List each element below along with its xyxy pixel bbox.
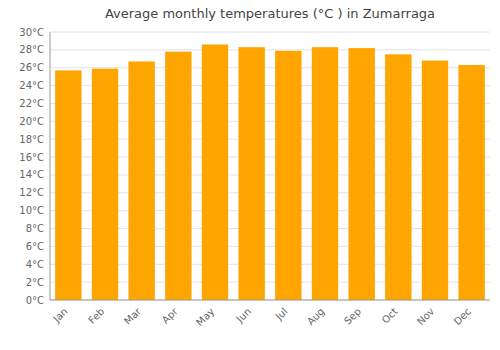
page: {"chart_data": {"type": "bar", "title": … bbox=[0, 0, 500, 350]
bar bbox=[202, 45, 228, 300]
y-axis-line bbox=[50, 32, 51, 300]
y-tick-label: 14°C bbox=[19, 169, 44, 180]
y-axis: 0°C 2°C 4°C 6°C 8°C 10°C 12°C 14°C 16°C 18°C 20°C 2… bbox=[19, 27, 490, 306]
bar bbox=[422, 61, 448, 300]
bar bbox=[458, 65, 484, 300]
grid-line bbox=[50, 32, 490, 33]
x-tick-label: Feb bbox=[86, 306, 106, 326]
x-tick-label: Apr bbox=[160, 305, 181, 326]
y-tick-label: 28°C bbox=[19, 44, 44, 55]
y-tick-label: 20°C bbox=[19, 116, 44, 127]
y-tick-label: 10°C bbox=[19, 205, 44, 216]
bar bbox=[165, 52, 191, 300]
x-tick-label: Dec bbox=[452, 306, 473, 327]
x-tick-label: Jun bbox=[234, 306, 254, 326]
y-tick-label: 30°C bbox=[19, 27, 44, 38]
x-axis-line bbox=[50, 300, 490, 301]
x-tick-label: Jan bbox=[50, 306, 69, 325]
x-tick-label: Mar bbox=[122, 305, 144, 327]
bars bbox=[55, 45, 485, 300]
bar bbox=[275, 51, 301, 300]
x-tick-label: Aug bbox=[305, 306, 327, 328]
chart: Average monthly temperatures (°C ) in Zu… bbox=[0, 0, 500, 350]
y-tick-label: 22°C bbox=[19, 98, 44, 109]
bar bbox=[312, 47, 338, 300]
y-tick-label: 0°C bbox=[26, 295, 44, 306]
x-tick-label: May bbox=[194, 306, 216, 328]
bar bbox=[238, 47, 264, 300]
y-tick-label: 2°C bbox=[26, 277, 44, 288]
bar bbox=[128, 61, 154, 300]
y-tick-label: 6°C bbox=[26, 241, 44, 252]
y-tick-label: 18°C bbox=[19, 134, 44, 145]
x-tick-label: Jul bbox=[273, 306, 290, 323]
y-tick-label: 16°C bbox=[19, 152, 44, 163]
y-tick-label: 12°C bbox=[19, 187, 44, 198]
title: Average monthly temperatures (°C ) in Zu… bbox=[105, 6, 435, 21]
y-tick-label: 8°C bbox=[26, 223, 44, 234]
bar bbox=[92, 69, 118, 300]
y-tick-label: 26°C bbox=[19, 62, 44, 73]
x-tick-label: Sep bbox=[342, 306, 363, 327]
x-axis: Jan Feb Mar Apr May Jun Jul Aug Sep Oct Nov Dec bbox=[50, 305, 473, 328]
bar bbox=[348, 48, 374, 300]
x-tick-label: Nov bbox=[415, 306, 437, 328]
bar bbox=[55, 70, 81, 300]
bar bbox=[385, 54, 411, 300]
x-tick-label: Oct bbox=[380, 306, 400, 326]
grid-line bbox=[50, 49, 490, 50]
y-tick-label: 24°C bbox=[19, 80, 44, 91]
y-tick-label: 4°C bbox=[26, 259, 44, 270]
grid-line bbox=[50, 300, 490, 301]
